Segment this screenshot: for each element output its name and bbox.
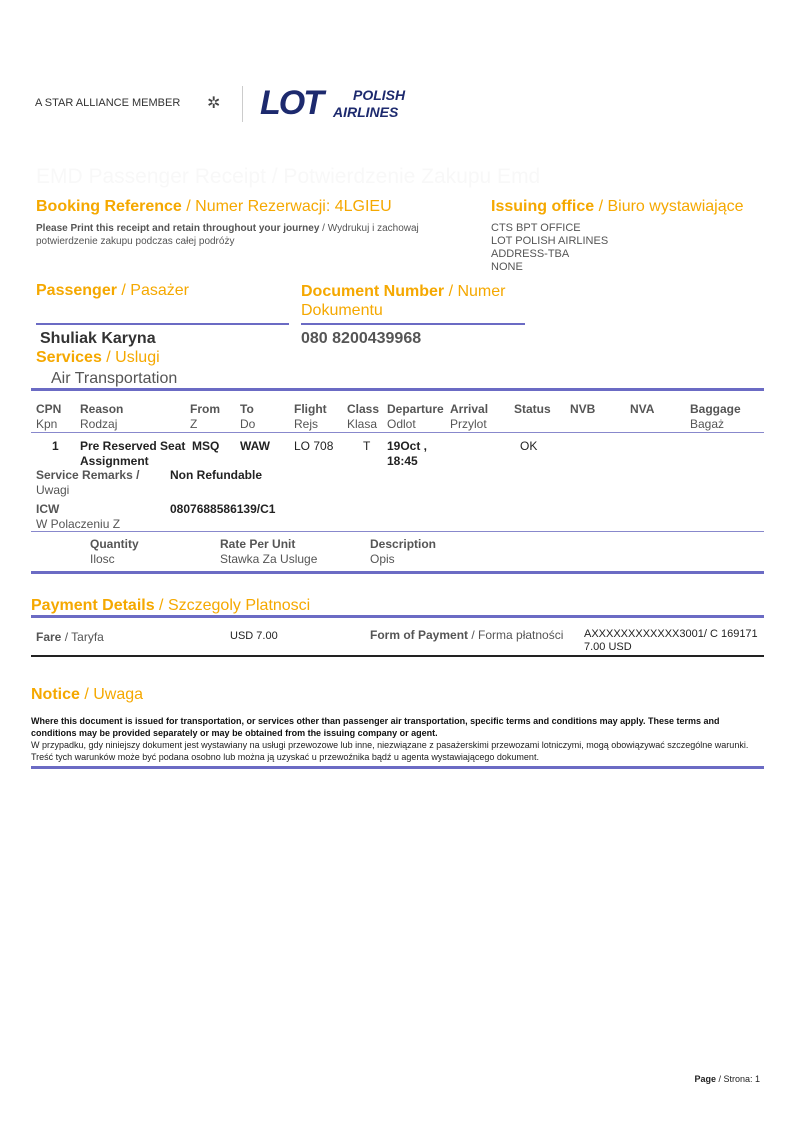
payment-heading: Payment Details / Szczegoly Platnosci [31, 597, 311, 614]
document-number-heading: Document Number / Numer Dokumentu [301, 283, 506, 319]
document-title: EMD Passenger Receipt / Potwierdzenie Za… [36, 165, 541, 188]
star-alliance-icon: ✲ [207, 95, 221, 112]
notice-polish: W przypadku, gdy niniejszy dokument jest… [31, 740, 749, 762]
quantity-header: Quantity Ilosc [90, 537, 139, 566]
services-value: Air Transportation [51, 370, 178, 387]
service-remarks-value: Non Refundable [170, 468, 262, 482]
print-note: Please Print this receipt and retain thr… [36, 223, 419, 247]
icw-label: ICW W Polaczeniu Z [36, 502, 121, 531]
issuing-office-address: CTS BPT OFFICE LOT POLISH AIRLINES ADDRESS… [491, 222, 609, 273]
payment-top-rule [31, 615, 764, 618]
description-header: Description Opis [370, 537, 437, 566]
notice-english: Where this document is issued for transp… [31, 716, 720, 738]
table-bottom-rule [31, 571, 764, 574]
lot-logo-airlines: AIRLINES [333, 104, 399, 120]
booking-reference: Booking Reference / Numer Rezerwacji: 4L… [36, 198, 392, 215]
notice-heading: Notice / Uwaga [31, 686, 144, 703]
passenger-rule [36, 323, 289, 325]
notice-rule [31, 766, 764, 769]
icw-rule [31, 531, 764, 532]
form-of-payment-value: AXXXXXXXXXXXX3001/ C 169171 7.00 USD [584, 628, 758, 653]
star-alliance-text: A STAR ALLIANCE MEMBER [35, 97, 181, 109]
form-of-payment-label: Form of Payment / Forma płatności [370, 628, 564, 642]
services-heading: Services / Uslugi [36, 349, 160, 366]
service-remarks-label: Service Remarks / Uwagi [36, 468, 140, 497]
fare-value: USD 7.00 [230, 630, 278, 642]
document-number: 080 8200439968 [301, 330, 422, 347]
payment-bottom-rule [31, 655, 764, 657]
icw-value: 0807688586139/C1 [170, 502, 276, 516]
table-top-rule [31, 388, 764, 391]
lot-logo: LOT [260, 84, 324, 122]
issuing-office-heading: Issuing office / Biuro wystawiające [491, 198, 744, 215]
passenger-heading: Passenger / Pasażer [36, 282, 189, 299]
header-rule [31, 432, 764, 433]
document-rule [301, 323, 525, 325]
lot-logo-polish: POLISH [353, 87, 406, 103]
logo-divider [242, 86, 243, 122]
page-number: Page / Strona: 1 [694, 1074, 760, 1084]
fare-label: Fare / Taryfa [36, 630, 104, 644]
passenger-name: Shuliak Karyna [40, 330, 156, 347]
rate-header: Rate Per Unit Stawka Za Usluge [220, 537, 318, 566]
